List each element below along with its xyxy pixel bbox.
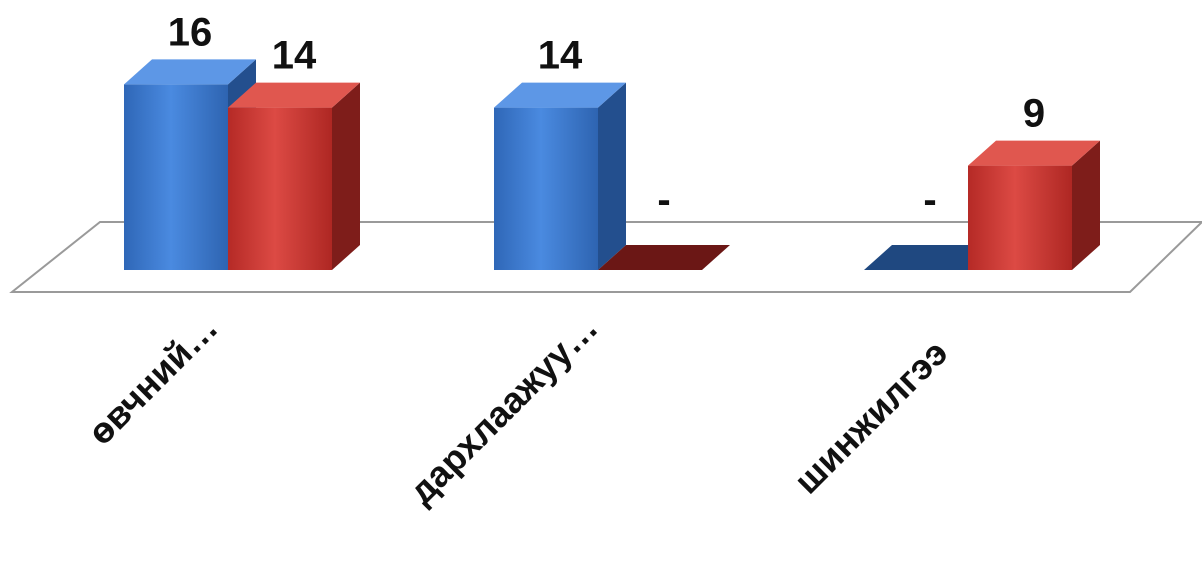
bar-1-1 [598, 245, 730, 270]
bar-front-0-0 [124, 84, 228, 271]
bar-top-0-1 [228, 82, 360, 108]
bar-side-1-0 [598, 82, 626, 270]
data-label-1-1: - [657, 178, 670, 222]
bar-side-2-1 [1072, 140, 1100, 270]
bar-front-0-1 [228, 107, 332, 270]
bar-top-2-1 [968, 140, 1100, 166]
tick-label-0: өвчний… [80, 307, 226, 453]
tick-label-2: шинжилгээ [786, 332, 956, 502]
bar-top-0-0 [124, 59, 256, 85]
bar-0-1 [228, 82, 360, 270]
bar-2-0 [864, 245, 996, 270]
data-label-0-0: 16 [168, 10, 213, 54]
bar-flat-1-1 [598, 245, 730, 270]
data-label-1-0: 14 [538, 34, 583, 78]
tick-label-1: дархлаажуу… [401, 307, 606, 512]
bars-layer [124, 59, 1100, 271]
bar-side-0-1 [332, 82, 360, 270]
bar-2-1 [968, 140, 1100, 270]
data-label-2-0: - [923, 178, 936, 222]
bar-flat-2-0 [864, 245, 996, 270]
bar-front-1-0 [494, 107, 598, 270]
bar-front-2-1 [968, 165, 1072, 270]
data-label-0-1: 14 [272, 34, 317, 78]
bar-1-0 [494, 82, 626, 270]
bar-top-1-0 [494, 82, 626, 108]
data-label-2-1: 9 [1023, 92, 1045, 136]
